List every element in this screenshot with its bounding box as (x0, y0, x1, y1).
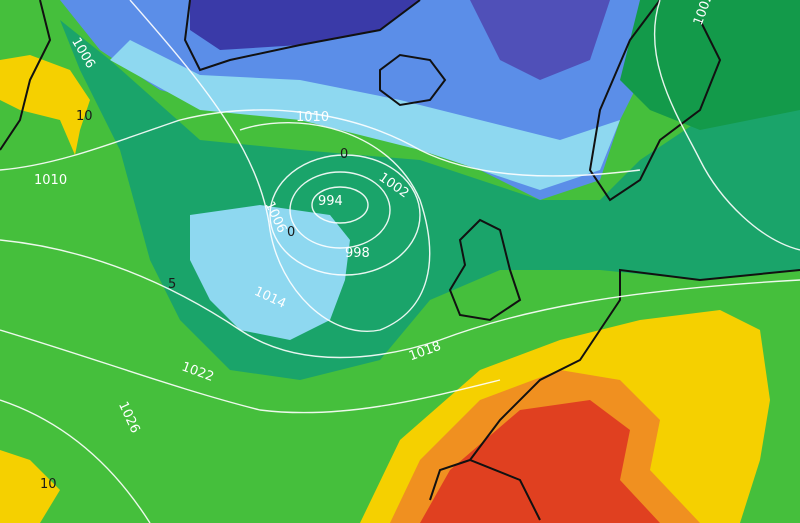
warm-air-southwest (0, 450, 60, 523)
svg-text:1010: 1010 (34, 173, 67, 188)
svg-text:10: 10 (76, 109, 93, 124)
greenland-coast (183, 0, 421, 72)
svg-text:998: 998 (345, 246, 370, 261)
light-blue-band (110, 40, 620, 190)
svg-text:994: 994 (318, 194, 343, 209)
britain-coast (448, 218, 522, 322)
svg-text:1010: 1010 (296, 110, 329, 125)
scandinavia-coast (588, 0, 722, 202)
very-cold-region (190, 0, 420, 50)
north-america-coast (0, 0, 52, 151)
iceland-coast (379, 53, 447, 107)
warm-air-northwest (0, 55, 90, 155)
svg-text:5: 5 (168, 277, 176, 292)
northeast-green (620, 0, 800, 130)
svg-text:0: 0 (287, 225, 295, 240)
hot-air-red (420, 400, 660, 523)
svg-text:0: 0 (340, 147, 348, 162)
very-cold-region-2 (470, 0, 610, 80)
isotherm-labels: 10 10 0 0 5 (40, 109, 348, 492)
svg-text:10: 10 (40, 477, 57, 492)
europe-coast (429, 268, 800, 521)
